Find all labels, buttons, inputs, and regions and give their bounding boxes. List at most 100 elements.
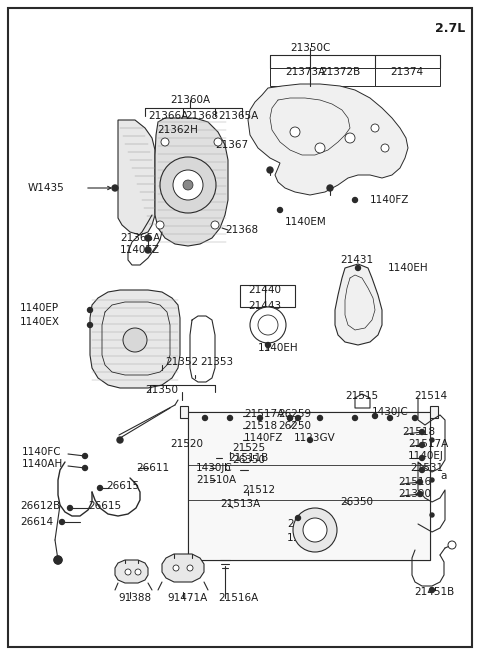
Circle shape: [54, 556, 62, 564]
Circle shape: [412, 415, 418, 421]
Circle shape: [288, 415, 292, 421]
Circle shape: [317, 415, 323, 421]
Bar: [375, 68, 440, 86]
Polygon shape: [162, 554, 204, 582]
Text: 21516: 21516: [287, 519, 320, 529]
Text: 21368: 21368: [185, 111, 218, 121]
Text: 1430JC: 1430JC: [372, 407, 409, 417]
Circle shape: [296, 415, 300, 421]
Circle shape: [112, 185, 118, 191]
Polygon shape: [118, 120, 155, 235]
Text: 1140AH: 1140AH: [22, 459, 63, 469]
Circle shape: [267, 167, 273, 173]
Text: 26350: 26350: [340, 497, 373, 507]
Text: 21368: 21368: [225, 225, 258, 235]
Text: 1140EJ: 1140EJ: [408, 451, 444, 461]
Text: 1123GV: 1123GV: [294, 433, 336, 443]
Circle shape: [303, 518, 327, 542]
Text: 91471A: 91471A: [167, 593, 207, 603]
Text: 1140EZ: 1140EZ: [120, 245, 160, 255]
Text: 21516: 21516: [398, 477, 431, 487]
Circle shape: [356, 265, 360, 271]
Circle shape: [293, 508, 337, 552]
Bar: [240, 285, 295, 307]
Circle shape: [430, 588, 434, 593]
Text: 1140FZ: 1140FZ: [370, 195, 409, 205]
Text: 21510A: 21510A: [196, 475, 236, 485]
Text: 21362H: 21362H: [157, 125, 198, 135]
Text: 21451B: 21451B: [414, 587, 454, 597]
Text: 21511B: 21511B: [228, 453, 268, 463]
Circle shape: [418, 491, 422, 496]
Text: 21525: 21525: [232, 443, 265, 453]
Text: 21512: 21512: [242, 485, 275, 495]
Text: 21373A: 21373A: [285, 67, 325, 77]
Text: 26611: 26611: [136, 463, 169, 473]
Text: 1140EP: 1140EP: [20, 303, 59, 313]
Circle shape: [117, 437, 123, 443]
Text: 21520: 21520: [170, 439, 203, 449]
Text: 1140EM: 1140EM: [285, 217, 327, 227]
Text: 21374: 21374: [390, 67, 423, 77]
Text: a: a: [440, 471, 446, 481]
Text: 21514: 21514: [414, 391, 447, 401]
Circle shape: [352, 198, 358, 202]
Text: 21367: 21367: [215, 140, 248, 150]
Circle shape: [420, 443, 424, 447]
Circle shape: [145, 247, 151, 253]
Circle shape: [277, 208, 283, 212]
Circle shape: [68, 506, 72, 510]
Text: 21516A: 21516A: [218, 593, 258, 603]
Circle shape: [54, 556, 62, 564]
Circle shape: [211, 221, 219, 229]
Circle shape: [87, 322, 93, 328]
Text: 26612B: 26612B: [20, 501, 60, 511]
Polygon shape: [335, 264, 382, 345]
Circle shape: [265, 343, 271, 348]
Circle shape: [183, 180, 193, 190]
Circle shape: [420, 430, 424, 434]
Circle shape: [156, 221, 164, 229]
Polygon shape: [90, 290, 180, 388]
Text: 21353: 21353: [200, 357, 233, 367]
Text: 26259: 26259: [278, 409, 311, 419]
Circle shape: [97, 485, 103, 491]
Circle shape: [315, 143, 325, 153]
Polygon shape: [180, 406, 438, 560]
Text: 26614: 26614: [20, 517, 53, 527]
Circle shape: [387, 415, 393, 421]
Text: 21518: 21518: [244, 421, 277, 431]
Text: W1435: W1435: [28, 183, 65, 193]
Text: 21431: 21431: [340, 255, 373, 265]
Text: 21365A: 21365A: [218, 111, 258, 121]
Circle shape: [228, 415, 232, 421]
Circle shape: [173, 170, 203, 200]
Circle shape: [327, 185, 333, 191]
Text: 21360A: 21360A: [170, 95, 210, 105]
Text: 1140EH: 1140EH: [388, 263, 429, 273]
Circle shape: [372, 413, 377, 419]
Text: 21517A: 21517A: [408, 439, 448, 449]
Circle shape: [60, 519, 64, 525]
Text: 21440: 21440: [248, 285, 281, 295]
Text: 26615: 26615: [88, 501, 121, 511]
Circle shape: [345, 133, 355, 143]
Circle shape: [123, 328, 147, 352]
Circle shape: [430, 478, 434, 482]
Text: 1140FZ: 1140FZ: [244, 433, 283, 443]
Text: 1140EH: 1140EH: [258, 343, 299, 353]
Bar: [270, 68, 375, 86]
Text: 21517A: 21517A: [244, 409, 284, 419]
Circle shape: [352, 415, 358, 421]
Circle shape: [87, 307, 93, 312]
Circle shape: [250, 307, 286, 343]
Circle shape: [418, 479, 422, 485]
Text: 21443: 21443: [248, 301, 281, 311]
Circle shape: [430, 513, 434, 517]
Text: 26250: 26250: [278, 421, 311, 431]
Text: 21531: 21531: [410, 463, 443, 473]
Text: 1140FG: 1140FG: [287, 533, 327, 543]
Circle shape: [288, 415, 292, 421]
Circle shape: [381, 144, 389, 152]
Circle shape: [420, 455, 424, 460]
